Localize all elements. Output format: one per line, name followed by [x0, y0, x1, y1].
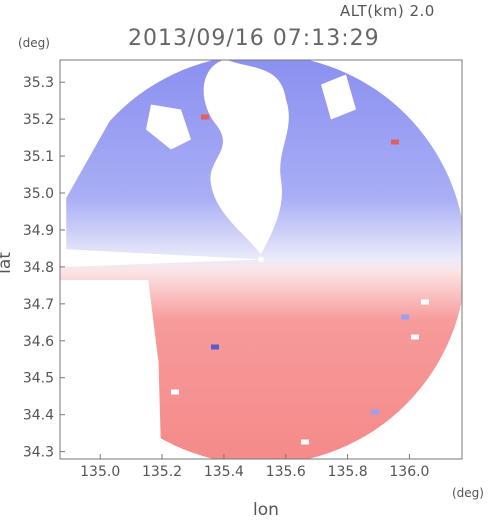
- no-echo-region-north: [321, 74, 356, 120]
- echo-speckle: [201, 114, 209, 120]
- echo-speckle: [401, 314, 409, 320]
- echo-speckle: [171, 389, 179, 395]
- y-tick-label: 34.4: [23, 408, 54, 424]
- plot-frame: [59, 59, 463, 460]
- no-echo-sector-west: [60, 60, 261, 268]
- y-tick-label: 35.1: [23, 149, 54, 165]
- x-axis-unit: (deg): [452, 486, 484, 500]
- echo-speckle: [301, 439, 309, 445]
- y-tick-label: 35.3: [23, 75, 54, 91]
- x-axis-label: lon: [253, 500, 279, 520]
- y-tick-label: 34.5: [23, 371, 54, 387]
- x-tick-label: 135.4: [204, 464, 244, 480]
- x-tick-label: 135.8: [328, 464, 368, 480]
- chart-title-timestamp: 2013/09/16 07:13:29: [128, 26, 380, 51]
- x-tick-label: 135.6: [266, 464, 306, 480]
- no-echo-sector-southwest: [60, 280, 162, 459]
- y-tick-label: 34.8: [23, 260, 54, 276]
- y-tick-label: 34.9: [23, 223, 54, 239]
- y-tick-label: 34.3: [23, 445, 54, 461]
- y-tick-label: 34.7: [23, 297, 54, 313]
- echo-speckle: [391, 139, 399, 145]
- y-tick-label: 34.6: [23, 334, 54, 350]
- echo-speckle: [211, 344, 219, 350]
- no-echo-region-northwest: [146, 104, 191, 150]
- echo-speckle: [421, 299, 429, 305]
- y-tick-label: 35.2: [23, 112, 54, 128]
- y-axis-unit: (deg): [18, 36, 50, 50]
- x-tick-label: 136.0: [389, 464, 429, 480]
- x-tick-label: 135.0: [80, 464, 120, 480]
- radar-site-marker: [258, 256, 264, 263]
- echo-speckle: [411, 334, 419, 340]
- altitude-label: ALT(km) 2.0: [340, 2, 435, 20]
- echo-speckle: [371, 409, 379, 415]
- x-tick-label: 135.2: [142, 464, 182, 480]
- y-tick-label: 35.0: [23, 186, 54, 202]
- no-echo-region-central: [203, 60, 289, 255]
